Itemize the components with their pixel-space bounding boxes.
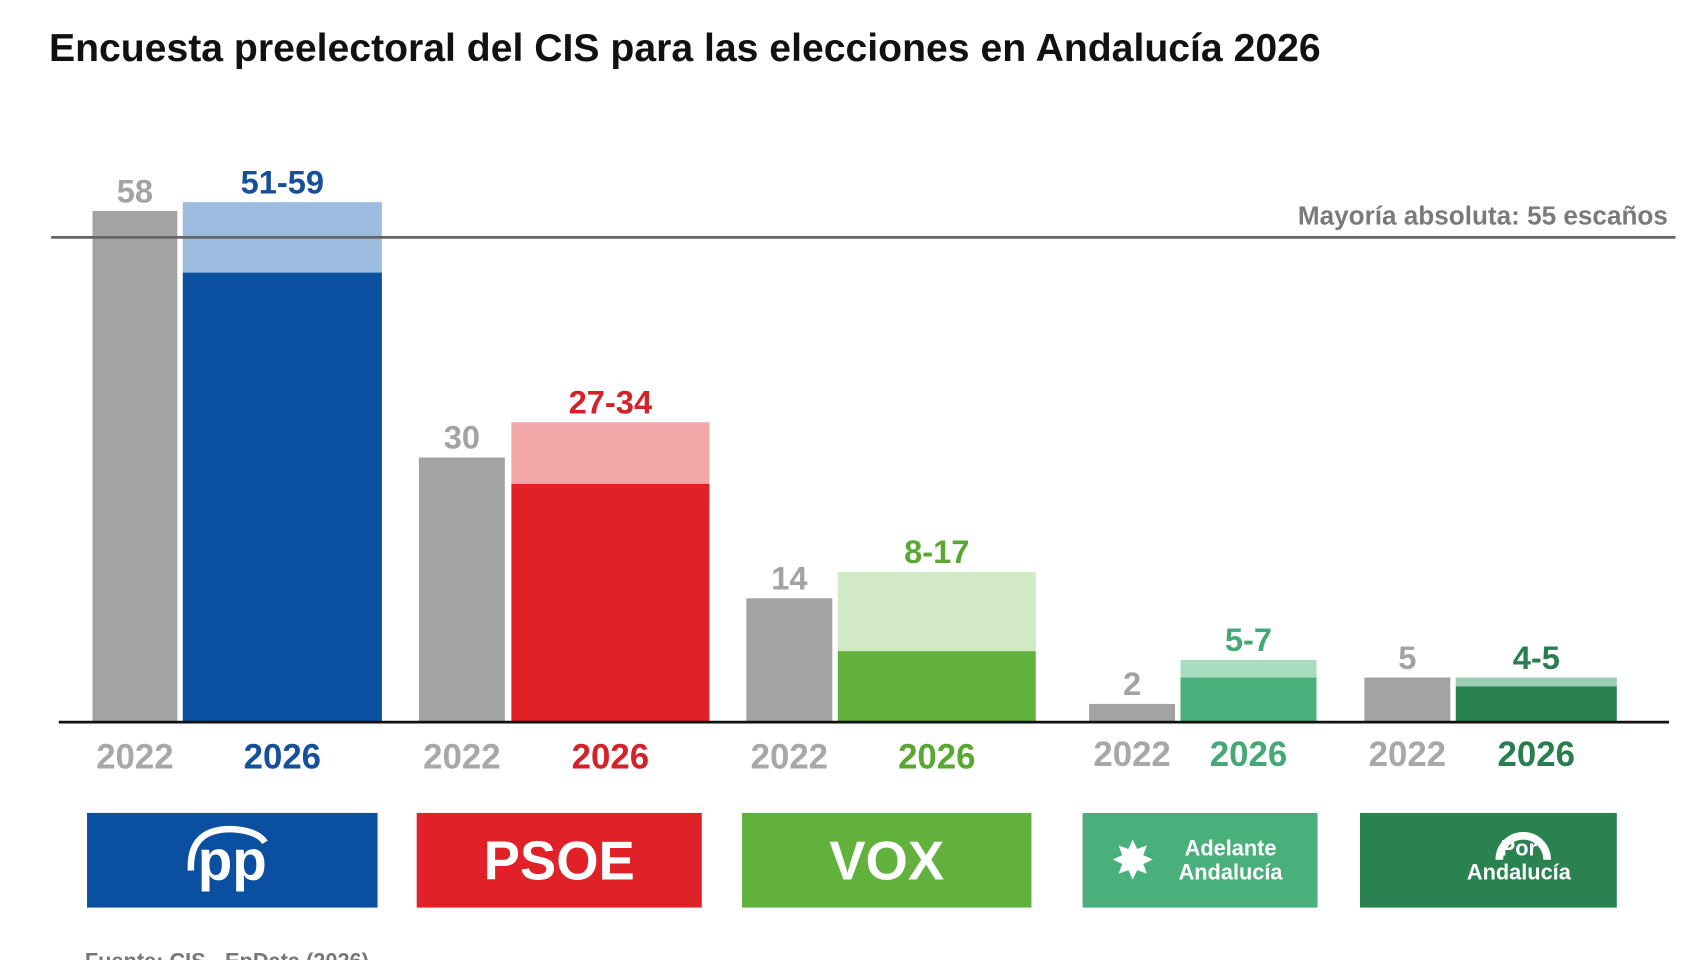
bar-2022-adelante-andalucía xyxy=(1089,703,1176,722)
year-label-2022-pp: 2022 xyxy=(96,737,173,776)
party-logo-psoe xyxy=(416,812,702,908)
bar-2026-range-por-andalucía xyxy=(1455,677,1617,687)
majority-label: Mayoría absoluta: 55 escaños xyxy=(1298,200,1668,230)
value-label-2026-pp: 51-59 xyxy=(241,163,324,200)
arch-icon xyxy=(1495,832,1551,860)
party-logo-text2-por-andalucía: Andalucía xyxy=(1467,859,1572,884)
year-label-2022-adelante-andalucía: 2022 xyxy=(1093,735,1170,774)
value-label-2026-por-andalucía: 4-5 xyxy=(1513,639,1560,676)
bar-2026-range-psoe xyxy=(511,422,710,484)
bar-2026-min-adelante-andalucía xyxy=(1180,677,1317,722)
bar-2026-min-vox xyxy=(837,651,1036,722)
year-label-2026-psoe: 2026 xyxy=(572,737,649,776)
party-logo-por-andalucía xyxy=(1360,812,1617,908)
bar-2026-range-adelante-andalucía xyxy=(1180,659,1317,678)
party-logo-adelante-andalucía xyxy=(1082,812,1318,908)
year-label-2022-por-andalucía: 2022 xyxy=(1369,735,1446,774)
party-logo-text-vox: VOX xyxy=(829,830,944,891)
value-label-2022-vox: 14 xyxy=(771,560,807,597)
year-label-2022-psoe: 2022 xyxy=(423,737,500,776)
bar-2026-min-pp xyxy=(182,272,382,722)
gull-icon xyxy=(187,825,268,871)
value-label-2022-psoe: 30 xyxy=(444,419,480,456)
value-label-2022-por-andalucía: 5 xyxy=(1398,639,1416,676)
party-logo-text-pp: pp xyxy=(198,828,267,891)
chart-title: Encuesta preelectoral del CIS para las e… xyxy=(49,27,1321,70)
year-label-2026-pp: 2026 xyxy=(244,737,321,776)
bar-2026-min-psoe xyxy=(511,483,710,722)
party-logo-vox xyxy=(742,812,1032,908)
year-label-2022-vox: 2022 xyxy=(751,737,828,776)
year-label-2026-vox: 2026 xyxy=(898,737,975,776)
year-label-2026-por-andalucía: 2026 xyxy=(1498,735,1575,774)
star-icon: ✸ xyxy=(1113,835,1154,888)
value-label-2022-adelante-andalucía: 2 xyxy=(1123,665,1141,702)
year-label-2026-adelante-andalucía: 2026 xyxy=(1210,735,1287,774)
bar-2022-pp xyxy=(92,210,178,722)
source-note: Fuente: CIS - EpData (2026) xyxy=(85,949,369,960)
bar-2022-psoe xyxy=(418,457,505,722)
bar-2026-range-vox xyxy=(837,571,1036,652)
party-logo-text-psoe: PSOE xyxy=(484,830,635,891)
value-label-2026-vox: 8-17 xyxy=(904,533,969,570)
value-label-2026-adelante-andalucía: 5-7 xyxy=(1225,621,1272,658)
value-label-2022-pp: 58 xyxy=(117,172,153,209)
party-logo-text-adelante-andalucía: Adelante xyxy=(1185,835,1277,860)
bar-2026-min-por-andalucía xyxy=(1455,686,1617,722)
bar-2022-por-andalucía xyxy=(1364,677,1451,722)
bar-2022-vox xyxy=(746,598,833,722)
party-logo-text2-adelante-andalucía: Andalucía xyxy=(1179,859,1284,884)
value-label-2026-psoe: 27-34 xyxy=(569,384,652,421)
